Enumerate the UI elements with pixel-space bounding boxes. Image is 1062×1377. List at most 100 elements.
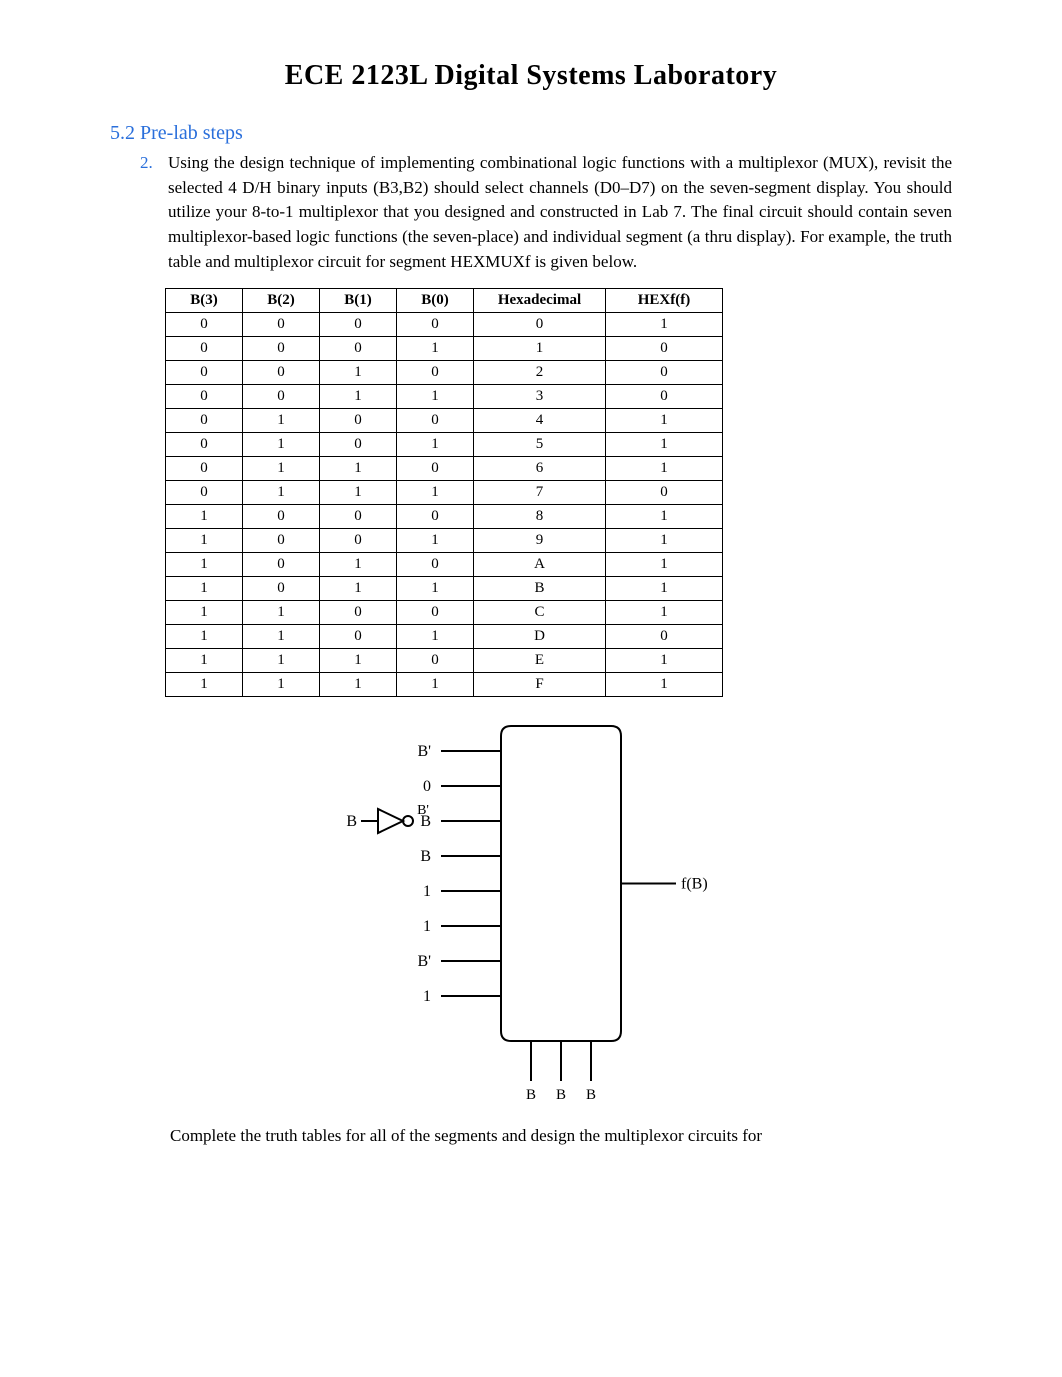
- mux-select-label: B: [556, 1087, 566, 1103]
- table-cell: 0: [320, 625, 397, 649]
- table-cell: 0: [243, 505, 320, 529]
- table-row: 1111F1: [166, 673, 723, 697]
- table-cell: 1: [166, 625, 243, 649]
- mux-input-label: B': [417, 743, 431, 760]
- table-cell: 1: [474, 337, 606, 361]
- table-cell: 0: [397, 361, 474, 385]
- table-cell: 1: [243, 433, 320, 457]
- mux-input-label: 0: [423, 778, 431, 795]
- table-body: 0000010001100010200011300100410101510110…: [166, 313, 723, 697]
- table-cell: 1: [397, 481, 474, 505]
- table-cell: 0: [397, 313, 474, 337]
- table-row: 011170: [166, 481, 723, 505]
- table-cell: 1: [166, 553, 243, 577]
- table-cell: 0: [397, 457, 474, 481]
- table-cell: 6: [474, 457, 606, 481]
- table-cell: 3: [474, 385, 606, 409]
- table-cell: 0: [166, 433, 243, 457]
- table-cell: 1: [166, 577, 243, 601]
- table-cell: 1: [166, 673, 243, 697]
- table-cell: 0: [320, 505, 397, 529]
- table-cell: 0: [243, 385, 320, 409]
- mux-body-icon: [501, 726, 621, 1041]
- table-cell: 5: [474, 433, 606, 457]
- table-row: 000110: [166, 337, 723, 361]
- table-row: 001130: [166, 385, 723, 409]
- table-cell: 0: [166, 481, 243, 505]
- table-cell: 0: [606, 337, 723, 361]
- table-cell: 1: [243, 409, 320, 433]
- table-row: 100191: [166, 529, 723, 553]
- mux-input-label: B: [420, 848, 431, 865]
- table-cell: 0: [243, 313, 320, 337]
- table-cell: 0: [397, 601, 474, 625]
- table-cell: 1: [320, 673, 397, 697]
- table-cell: 1: [606, 457, 723, 481]
- table-cell: 1: [320, 457, 397, 481]
- section-label: Pre-lab steps: [140, 122, 243, 144]
- table-col-header: B(1): [320, 289, 397, 313]
- table-row: 1100C1: [166, 601, 723, 625]
- document-page: ECE 2123L Digital Systems Laboratory 5.2…: [0, 0, 1062, 1377]
- table-header-row: B(3)B(2)B(1)B(0)HexadecimalHEXf(f): [166, 289, 723, 313]
- prelab-step: 2. Using the design technique of impleme…: [140, 151, 952, 274]
- table-cell: 1: [320, 385, 397, 409]
- table-cell: 0: [166, 385, 243, 409]
- table-cell: 0: [243, 529, 320, 553]
- table-row: 000001: [166, 313, 723, 337]
- table-cell: 9: [474, 529, 606, 553]
- table-cell: 1: [243, 649, 320, 673]
- mux-input-label: 1: [423, 988, 431, 1005]
- table-cell: 1: [397, 673, 474, 697]
- table-cell: 0: [320, 313, 397, 337]
- table-cell: 0: [320, 433, 397, 457]
- table-cell: D: [474, 625, 606, 649]
- step-number: 2.: [140, 151, 168, 274]
- inverter-icon: [378, 809, 403, 833]
- table-row: 011061: [166, 457, 723, 481]
- table-row: 100081: [166, 505, 723, 529]
- table-cell: 0: [606, 385, 723, 409]
- table-cell: F: [474, 673, 606, 697]
- bottom-instruction: Complete the truth tables for all of the…: [170, 1126, 952, 1146]
- table-row: 010151: [166, 433, 723, 457]
- table-cell: A: [474, 553, 606, 577]
- table-cell: 0: [320, 337, 397, 361]
- table-cell: 1: [166, 529, 243, 553]
- table-cell: 0: [320, 529, 397, 553]
- table-cell: 0: [397, 505, 474, 529]
- table-cell: 1: [606, 649, 723, 673]
- table-cell: 0: [243, 361, 320, 385]
- inverter-in-label: B: [346, 813, 357, 830]
- table-cell: 1: [606, 313, 723, 337]
- table-cell: 1: [320, 649, 397, 673]
- table-col-header: B(3): [166, 289, 243, 313]
- mux-input-label: 1: [423, 883, 431, 900]
- table-cell: B: [474, 577, 606, 601]
- table-cell: 1: [397, 433, 474, 457]
- table-cell: 0: [606, 361, 723, 385]
- table-cell: 1: [397, 337, 474, 361]
- mux-input-label: B': [417, 953, 431, 970]
- table-cell: 0: [397, 553, 474, 577]
- table-col-header: HEXf(f): [606, 289, 723, 313]
- table-cell: 1: [606, 601, 723, 625]
- table-cell: 1: [320, 553, 397, 577]
- table-cell: 1: [606, 433, 723, 457]
- step-text: Using the design technique of implementi…: [168, 151, 952, 274]
- table-cell: 1: [606, 673, 723, 697]
- table-cell: 1: [606, 529, 723, 553]
- table-cell: 8: [474, 505, 606, 529]
- table-row: 010041: [166, 409, 723, 433]
- table-cell: 0: [606, 625, 723, 649]
- table-cell: 0: [243, 577, 320, 601]
- table-cell: C: [474, 601, 606, 625]
- table-cell: 1: [320, 481, 397, 505]
- table-cell: 0: [166, 337, 243, 361]
- table-cell: 1: [166, 649, 243, 673]
- table-cell: 0: [243, 337, 320, 361]
- table-cell: 0: [166, 361, 243, 385]
- table-cell: 2: [474, 361, 606, 385]
- table-cell: 1: [243, 625, 320, 649]
- table-cell: 0: [474, 313, 606, 337]
